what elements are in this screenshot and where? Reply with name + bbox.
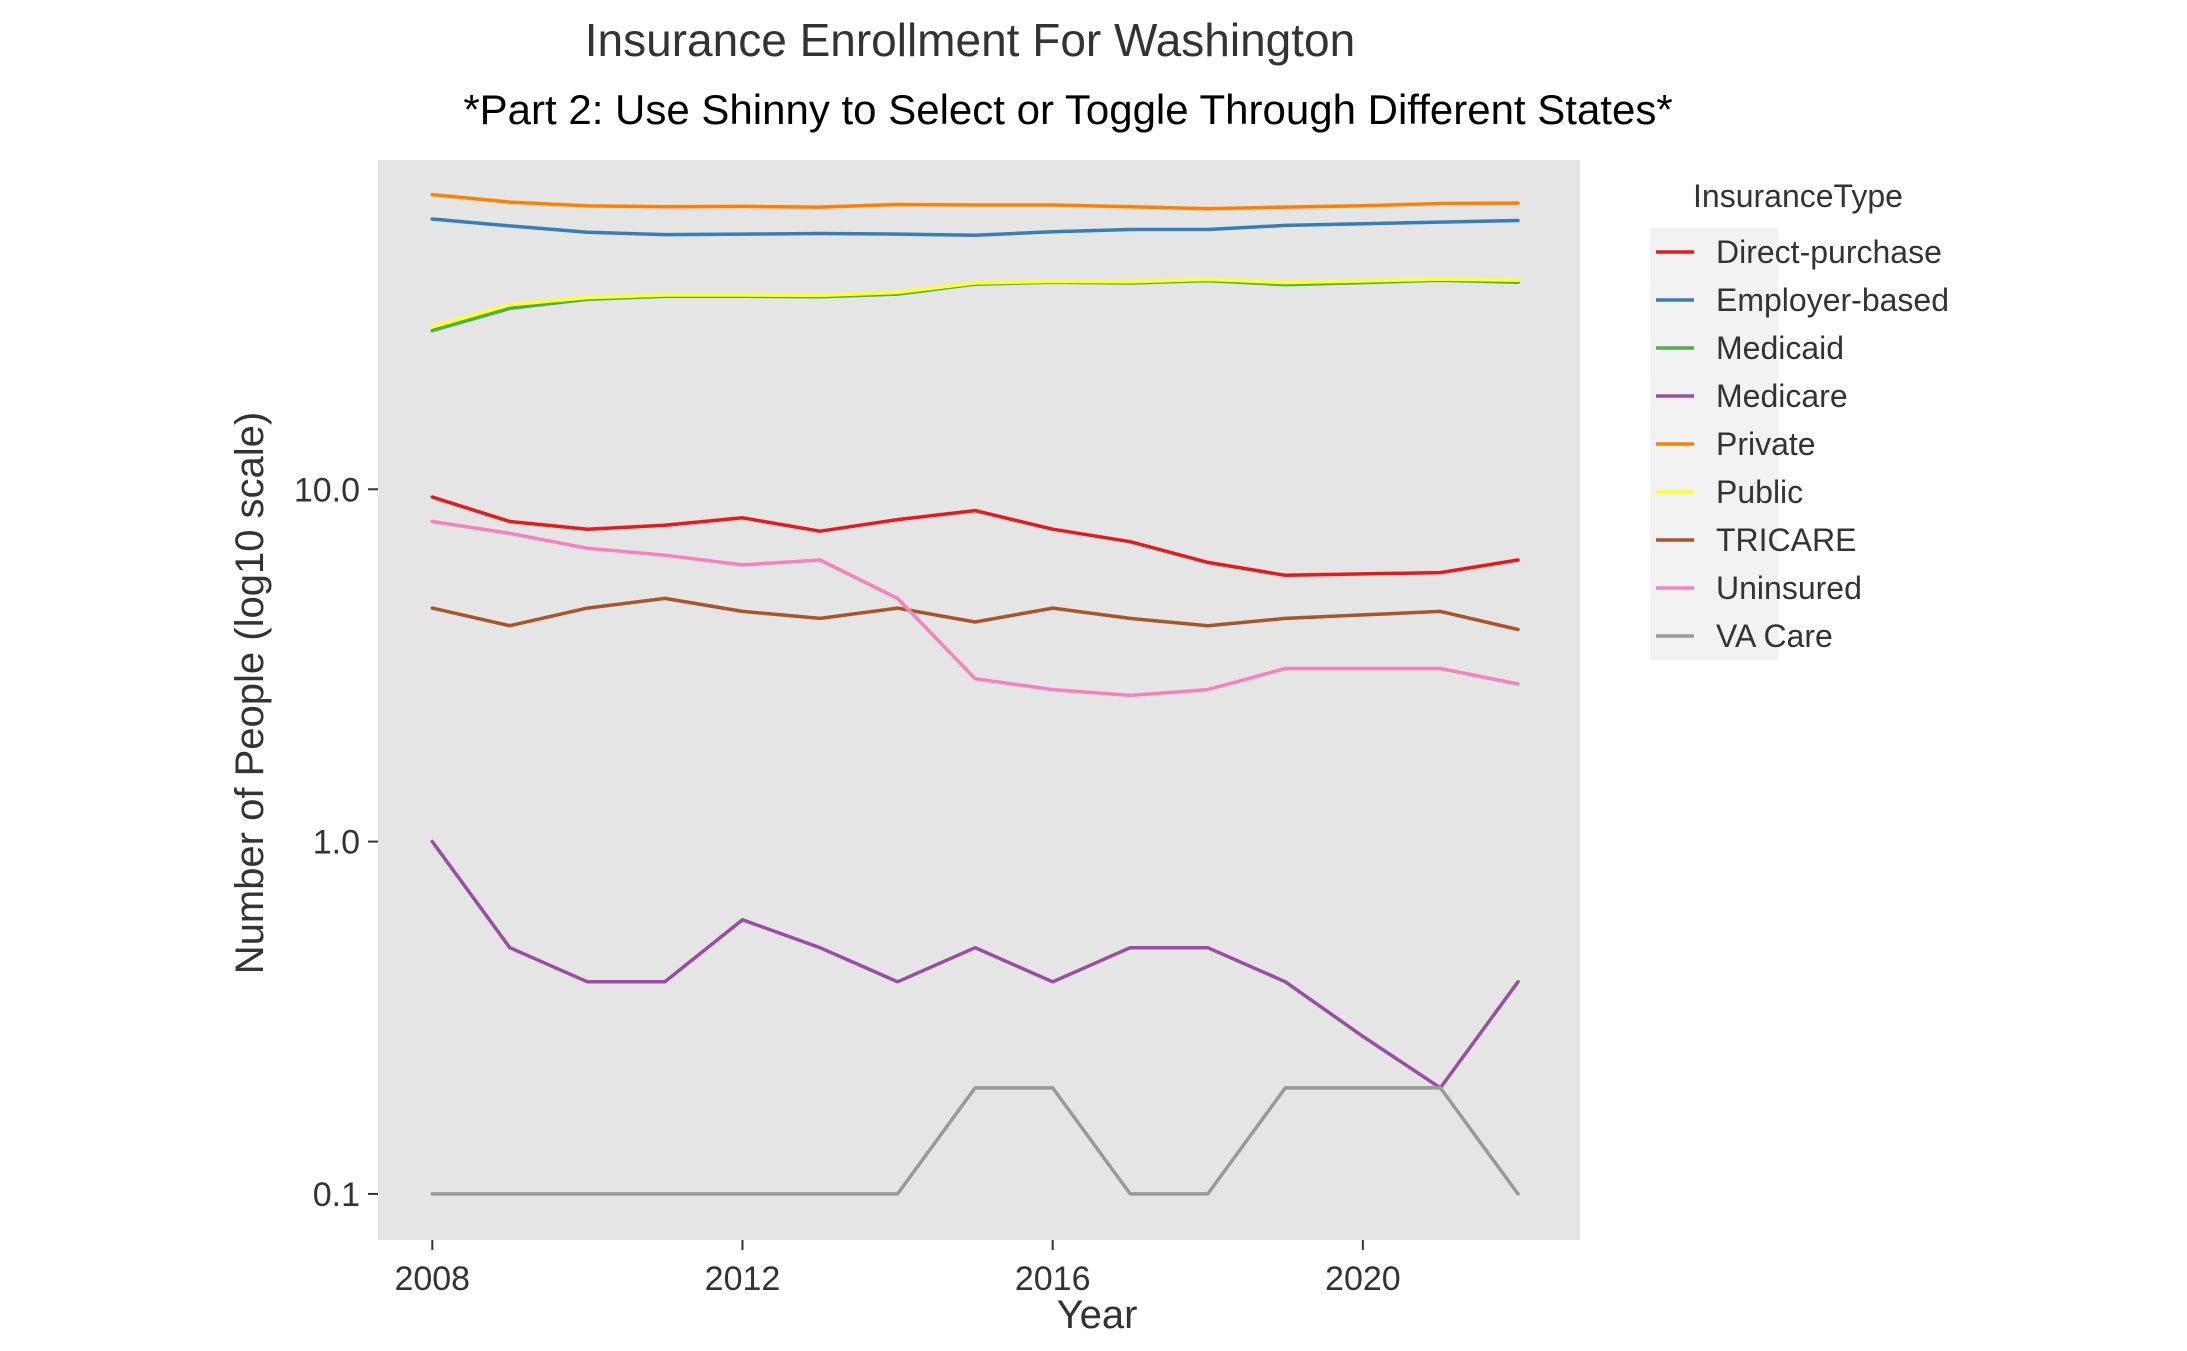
series-layer xyxy=(430,192,1520,1196)
x-tick-label: 2016 xyxy=(1015,1260,1091,1298)
legend-label: VA Care xyxy=(1716,618,1833,654)
series-line-tricare xyxy=(430,596,1520,632)
legend: InsuranceType Direct-purchase Employer-ba… xyxy=(1650,178,1949,660)
legend-label: TRICARE xyxy=(1716,522,1856,558)
y-axis-title: Number of People (log10 scale) xyxy=(228,412,272,975)
series-line-uninsured xyxy=(430,519,1520,698)
legend-label: Private xyxy=(1716,426,1816,462)
legend-label: Medicaid xyxy=(1716,330,1844,366)
y-tick-label: 10.0 xyxy=(294,471,360,509)
y-axis: 0.1 1.0 10.0 xyxy=(294,471,378,1214)
legend-title: InsuranceType xyxy=(1693,178,1903,214)
series-line-public xyxy=(430,277,1520,329)
legend-label: Direct-purchase xyxy=(1716,234,1942,270)
y-tick-label: 1.0 xyxy=(313,824,360,862)
x-tick-label: 2020 xyxy=(1325,1260,1401,1298)
plot-panel xyxy=(378,160,1580,1240)
x-axis: 2008 2012 2016 2020 xyxy=(394,1240,1401,1298)
series-line-va-care xyxy=(430,1086,1520,1196)
x-axis-title: Year xyxy=(1057,1293,1138,1337)
legend-label: Public xyxy=(1716,474,1803,510)
chart-subtitle: *Part 2: Use Shinny to Select or Toggle … xyxy=(463,86,1672,133)
series-line-private xyxy=(430,192,1520,211)
series-line-medicare xyxy=(430,839,1520,1090)
legend-label: Uninsured xyxy=(1716,570,1862,606)
y-tick-label: 0.1 xyxy=(313,1176,360,1214)
legend-label: Employer-based xyxy=(1716,282,1949,318)
x-tick-label: 2012 xyxy=(705,1260,781,1298)
x-tick-label: 2008 xyxy=(394,1260,470,1298)
chart-title: Insurance Enrollment For Washington xyxy=(585,14,1355,66)
legend-label: Medicare xyxy=(1716,378,1848,414)
series-line-direct-purchase xyxy=(430,495,1520,578)
series-line-employer-based xyxy=(430,217,1520,237)
